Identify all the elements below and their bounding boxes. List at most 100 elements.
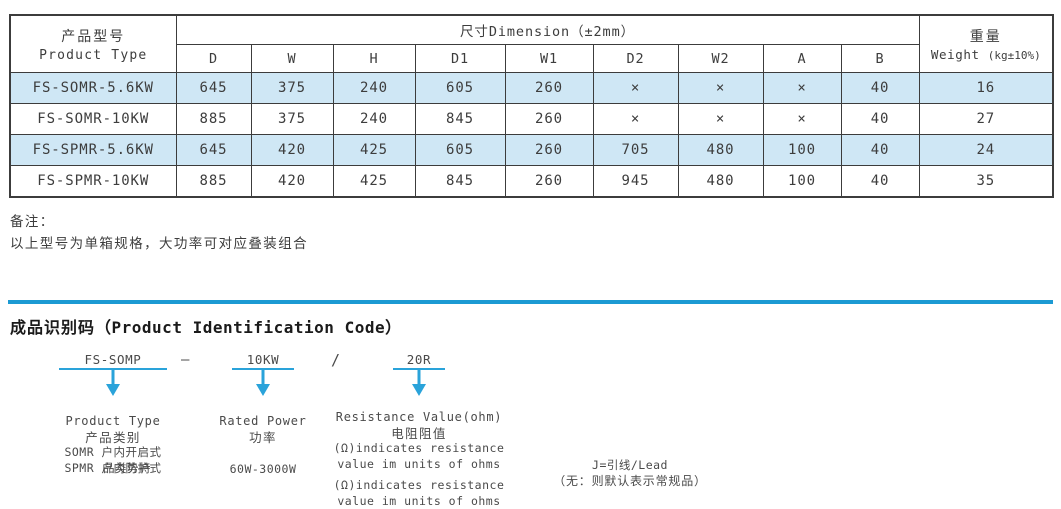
cell-dim-d1: 605 bbox=[415, 135, 505, 166]
header-product-type-cn: 产品型号 bbox=[11, 26, 176, 46]
cell-dim-d: 885 bbox=[176, 166, 251, 198]
header-dim-b: B bbox=[841, 45, 919, 73]
cell-dim-w2: × bbox=[678, 104, 763, 135]
notes-text: 以上型号为单箱规格，大功率可对应叠装组合 bbox=[10, 233, 308, 255]
cell-dim-d1: 605 bbox=[415, 73, 505, 104]
desc-rated-power-range: 60W-3000W bbox=[197, 462, 329, 478]
header-dim-d: D bbox=[176, 45, 251, 73]
cell-dim-d2: 705 bbox=[593, 135, 678, 166]
header-dimension-group: 尺寸Dimension（±2mm） bbox=[176, 15, 919, 45]
header-dim-a: A bbox=[763, 45, 841, 73]
section-heading: 成品识别码（Product Identification Code） bbox=[10, 314, 402, 338]
cell-dim-w2: × bbox=[678, 73, 763, 104]
cell-weight: 24 bbox=[919, 135, 1053, 166]
cell-product-type: FS-SPMR-10KW bbox=[10, 166, 176, 198]
cell-product-type: FS-SPMR-5.6KW bbox=[10, 135, 176, 166]
cell-dim-d2: × bbox=[593, 104, 678, 135]
desc-resistance-note-1-line-1: (Ω)indicates resistance bbox=[317, 441, 521, 457]
header-dim-d2: D2 bbox=[593, 45, 678, 73]
cell-dim-a: 100 bbox=[763, 135, 841, 166]
code-separator-dash: — bbox=[181, 352, 189, 368]
specification-table: 产品型号 Product Type 尺寸Dimension（±2mm） 重量 W… bbox=[9, 14, 1054, 198]
cell-dim-a: × bbox=[763, 73, 841, 104]
cell-dim-d1: 845 bbox=[415, 166, 505, 198]
code-desc-resistance: Resistance Value(ohm) 电阻阻值 (Ω)indicates … bbox=[317, 410, 521, 509]
cell-dim-b: 40 bbox=[841, 73, 919, 104]
cell-weight: 16 bbox=[919, 73, 1053, 104]
section-heading-cn: 成品识别码 bbox=[10, 318, 95, 337]
cell-dim-b: 40 bbox=[841, 104, 919, 135]
header-product-type: 产品型号 Product Type bbox=[10, 15, 176, 73]
cell-dim-w: 420 bbox=[251, 166, 333, 198]
arrow-down-icon-rated-power bbox=[232, 370, 294, 396]
code-segment-rated-power: 10KW bbox=[232, 352, 294, 396]
cell-dim-w1: 260 bbox=[505, 104, 593, 135]
code-separator-slash: / bbox=[331, 351, 340, 369]
code-desc-product-type: Product Type 产品类别 SOMR 户内开启式 SPMR 户内防护式 … bbox=[10, 414, 216, 476]
arrow-down-icon-resistance bbox=[393, 370, 445, 396]
notes-label: 备注： bbox=[10, 211, 308, 233]
header-dim-h: H bbox=[333, 45, 415, 73]
cell-product-type: FS-SOMR-5.6KW bbox=[10, 73, 176, 104]
cell-dim-w2: 480 bbox=[678, 166, 763, 198]
cell-weight: 35 bbox=[919, 166, 1053, 198]
header-dim-w1: W1 bbox=[505, 45, 593, 73]
cell-dim-d: 645 bbox=[176, 135, 251, 166]
arrow-down-icon-product-type bbox=[59, 370, 167, 396]
desc-resistance-note-2-line-1: (Ω)indicates resistance bbox=[317, 478, 521, 494]
header-dim-w2: W2 bbox=[678, 45, 763, 73]
cell-dim-w1: 260 bbox=[505, 73, 593, 104]
desc-product-type-option-1: SOMR 户内开启式 bbox=[10, 445, 216, 461]
code-desc-lead-note: J=引线/Lead （无：则默认表示常规品） bbox=[500, 458, 760, 489]
header-dim-d1: D1 bbox=[415, 45, 505, 73]
header-weight-en: Weight bbox=[931, 47, 980, 62]
desc-product-type-cn: 产品类别 bbox=[10, 430, 216, 446]
cell-dim-d: 885 bbox=[176, 104, 251, 135]
desc-resistance-note-2-line-2: value im units of ohms bbox=[317, 494, 521, 509]
code-segment-product-type: FS-SOMP bbox=[59, 352, 167, 396]
notes-block: 备注： 以上型号为单箱规格，大功率可对应叠装组合 bbox=[10, 211, 308, 255]
cell-product-type: FS-SOMR-10KW bbox=[10, 104, 176, 135]
cell-dim-w: 375 bbox=[251, 73, 333, 104]
product-code-diagram: FS-SOMP Product Type 产品类别 SOMR 户内开启式 SPM… bbox=[0, 348, 1061, 489]
cell-dim-a: 100 bbox=[763, 166, 841, 198]
cell-dim-d: 645 bbox=[176, 73, 251, 104]
spec-table-container: 产品型号 Product Type 尺寸Dimension（±2mm） 重量 W… bbox=[9, 14, 1052, 198]
cell-dim-d2: × bbox=[593, 73, 678, 104]
desc-rated-power-en: Rated Power bbox=[197, 414, 329, 430]
table-header-row-top: 产品型号 Product Type 尺寸Dimension（±2mm） 重量 W… bbox=[10, 15, 1053, 45]
cell-dim-h: 425 bbox=[333, 135, 415, 166]
desc-resistance-en: Resistance Value(ohm) bbox=[317, 410, 521, 426]
header-weight-cn: 重量 bbox=[920, 26, 1053, 46]
header-weight-unit: (kg±10%) bbox=[988, 49, 1041, 62]
code-token-product-type: FS-SOMP bbox=[59, 352, 167, 367]
cell-dim-b: 40 bbox=[841, 135, 919, 166]
code-segment-resistance: 20R bbox=[393, 352, 445, 396]
cell-dim-h: 425 bbox=[333, 166, 415, 198]
cell-dim-h: 240 bbox=[333, 73, 415, 104]
header-product-type-en: Product Type bbox=[11, 48, 176, 63]
code-token-resistance: 20R bbox=[393, 352, 445, 367]
cell-dim-h: 240 bbox=[333, 104, 415, 135]
code-token-rated-power: 10KW bbox=[232, 352, 294, 367]
cell-dim-w2: 480 bbox=[678, 135, 763, 166]
section-divider bbox=[8, 300, 1053, 304]
desc-resistance-cn: 电阻阻值 bbox=[317, 426, 521, 442]
cell-weight: 27 bbox=[919, 104, 1053, 135]
header-dim-w: W bbox=[251, 45, 333, 73]
cell-dim-d2: 945 bbox=[593, 166, 678, 198]
header-weight: 重量 Weight (kg±10%) bbox=[919, 15, 1053, 73]
cell-dim-w1: 260 bbox=[505, 135, 593, 166]
desc-lead-note-line-1: J=引线/Lead bbox=[500, 458, 760, 474]
section-heading-en: （Product Identification Code） bbox=[95, 318, 402, 337]
cell-dim-a: × bbox=[763, 104, 841, 135]
desc-product-type-option-2: SPMR 户内防护式 品类势特 bbox=[10, 461, 216, 477]
cell-dim-w1: 260 bbox=[505, 166, 593, 198]
cell-dim-w: 375 bbox=[251, 104, 333, 135]
cell-dim-d1: 845 bbox=[415, 104, 505, 135]
